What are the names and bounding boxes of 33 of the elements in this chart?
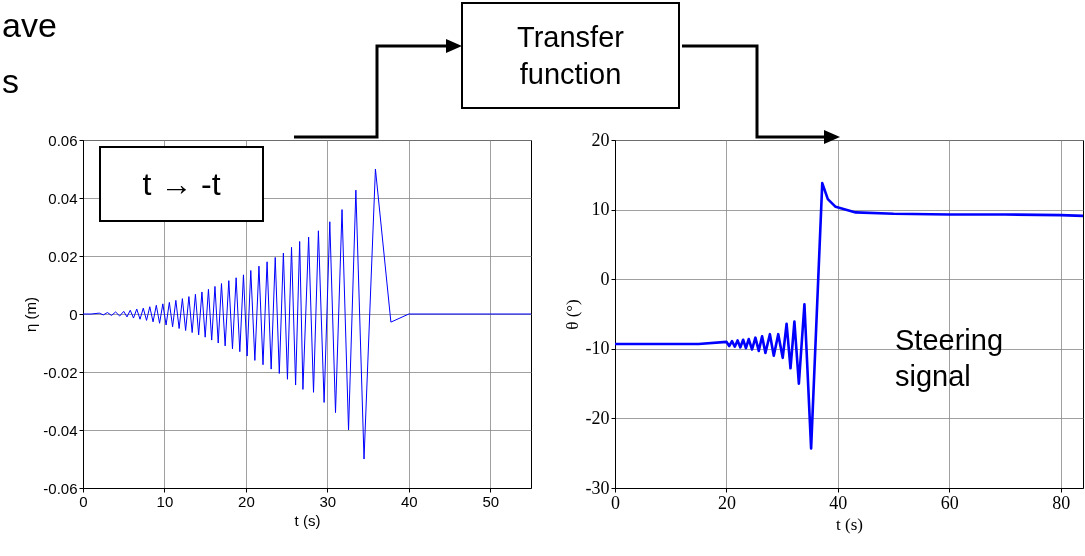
- y-tick-label: -0.06: [43, 479, 78, 497]
- y-tick-label: 0.04: [48, 189, 78, 207]
- y-tick-label: -0.04: [43, 421, 78, 439]
- x-tick-label: 50: [482, 492, 500, 510]
- x-tick-label: 20: [238, 492, 255, 510]
- y-tick-label: -10: [585, 338, 610, 359]
- text: ave: [2, 6, 57, 45]
- y-tick-label: 20: [591, 129, 610, 150]
- x-tick-label: 40: [829, 492, 848, 513]
- annotation: Steering signal: [895, 323, 1004, 395]
- y-axis-title: θ (°): [562, 299, 582, 330]
- x-tick-label: 30: [319, 492, 337, 510]
- x-axis-title: t (s): [294, 511, 321, 529]
- text: s: [2, 62, 19, 101]
- x-tick-label: 40: [400, 492, 418, 510]
- y-tick-label: 0: [69, 305, 78, 323]
- y-tick-label: 10: [591, 199, 610, 220]
- y-tick-label: -0.02: [43, 363, 78, 381]
- x-tick-label: 60: [940, 492, 959, 513]
- y-tick-label: 0.02: [48, 247, 78, 265]
- x-tick-label: 20: [717, 492, 736, 513]
- y-axis-title: η (m): [22, 297, 40, 332]
- line-series: [615, 181, 1083, 450]
- x-axis-title: t (s): [836, 514, 863, 534]
- line-series: [83, 168, 531, 460]
- x-tick-label: 80: [1052, 492, 1071, 513]
- y-tick-label: 0: [600, 268, 610, 289]
- annotation: t → -t: [99, 146, 264, 222]
- y-tick-label: -30: [585, 477, 610, 498]
- y-tick-label: -20: [585, 407, 610, 428]
- y-tick-label: 0.06: [48, 131, 78, 149]
- x-tick-label: 10: [156, 492, 174, 510]
- text: Transfer function: [461, 2, 680, 109]
